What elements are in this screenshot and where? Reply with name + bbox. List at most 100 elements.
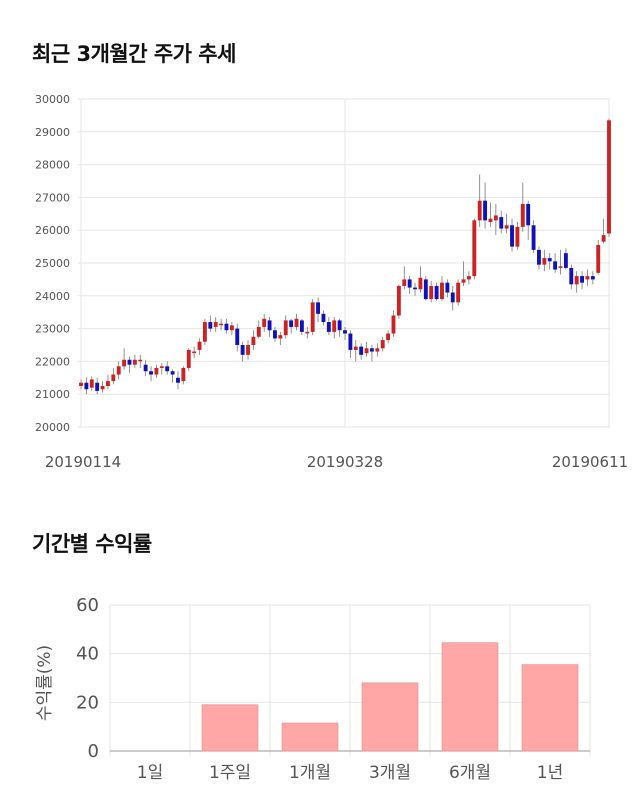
y-tick-label: 28000 <box>35 159 70 172</box>
candle <box>596 240 601 275</box>
candle-body <box>294 318 299 327</box>
candle-body <box>111 374 116 382</box>
return-bar <box>521 664 579 752</box>
candlestick-chart: 30000 29000 28000 27000 26000 25000 24000 23000… <box>35 93 628 471</box>
candle-body <box>585 276 590 280</box>
return-bar <box>441 642 499 752</box>
candle <box>79 379 83 390</box>
candle <box>208 315 213 332</box>
candle-body <box>256 326 261 337</box>
returns-y-axis-label: 수익률(%) <box>35 645 55 721</box>
y-tick-label: 40 <box>76 644 99 665</box>
candle-body <box>569 267 574 285</box>
candle-body <box>332 320 337 332</box>
candle-body <box>299 320 304 332</box>
candle-body <box>423 279 428 300</box>
candle <box>542 249 547 272</box>
candle <box>445 279 450 298</box>
candle-body <box>369 348 374 352</box>
candle-body <box>159 366 164 368</box>
y-tick-label: 22000 <box>35 355 70 368</box>
candle-body <box>429 285 434 300</box>
candle <box>235 323 240 352</box>
candle-body <box>477 200 482 221</box>
candle <box>229 322 234 336</box>
candle <box>283 315 288 339</box>
candle <box>289 318 294 334</box>
candle <box>466 271 471 285</box>
candle-body <box>375 348 380 352</box>
x-tick-label: 20190328 <box>307 453 383 471</box>
return-bar <box>281 722 339 752</box>
candle <box>580 271 585 290</box>
return-bar <box>201 704 259 752</box>
candle <box>132 354 137 368</box>
candle-body <box>607 120 611 234</box>
candlestick-y-axis: 30000 29000 28000 27000 26000 25000 24000 23000… <box>35 93 70 434</box>
candle-body <box>105 381 110 386</box>
candle-body <box>326 322 331 332</box>
candle-body <box>461 279 466 283</box>
returns-bars <box>201 642 579 752</box>
candle <box>181 366 186 385</box>
candle <box>450 285 455 311</box>
x-tick-label: 1개월 <box>289 763 331 783</box>
candle-body <box>391 315 396 334</box>
y-tick-label: 24000 <box>35 290 70 303</box>
x-tick-label: 6개월 <box>449 763 491 783</box>
candle-body <box>558 266 563 268</box>
candle-body <box>224 323 229 331</box>
candle-body <box>240 345 245 355</box>
candlestick-x-axis: 20190114 20190328 20190611 <box>45 453 628 471</box>
candle-body <box>132 359 137 365</box>
candle <box>391 310 396 337</box>
candle-body <box>450 292 455 303</box>
candle-body <box>127 359 132 365</box>
candle-body <box>396 285 401 316</box>
candle-body <box>122 359 127 367</box>
candle <box>310 299 315 336</box>
candle <box>364 341 369 357</box>
x-tick-label: 3개월 <box>369 763 411 783</box>
candle-body <box>440 282 444 300</box>
candle <box>429 281 434 303</box>
candle-body <box>499 217 504 229</box>
candlestick-series <box>79 118 611 395</box>
candle-body <box>553 261 558 270</box>
candle <box>461 261 466 286</box>
candle <box>219 318 224 331</box>
candle-body <box>310 302 315 332</box>
returns-x-axis: 1일 1주일 1개월 3개월 6개월 1년 <box>137 763 563 783</box>
candle-body <box>526 203 531 226</box>
y-tick-label: 20 <box>76 692 99 713</box>
candle <box>337 318 342 337</box>
candle <box>305 326 310 339</box>
candle-body <box>202 322 207 342</box>
candle-body <box>219 323 224 326</box>
y-tick-label: 29000 <box>35 126 70 139</box>
candle-body <box>95 382 100 391</box>
candle-body <box>176 377 180 383</box>
y-tick-label: 27000 <box>35 191 70 204</box>
candle-body <box>138 359 143 362</box>
candle-body <box>456 282 461 303</box>
candle <box>456 279 461 306</box>
candle <box>165 361 170 375</box>
candle <box>585 269 590 286</box>
candle <box>197 338 202 355</box>
candle <box>143 359 148 377</box>
candle-body <box>165 366 170 372</box>
candle-body <box>353 346 358 350</box>
candle <box>607 118 611 237</box>
candle <box>483 182 488 229</box>
candle-body <box>208 322 213 329</box>
x-tick-label: 1주일 <box>209 763 251 783</box>
candle <box>563 248 568 270</box>
candle <box>321 310 326 326</box>
y-tick-label: 21000 <box>35 388 70 401</box>
candle <box>407 276 412 295</box>
candle-body <box>483 200 488 221</box>
candle <box>510 218 514 252</box>
candle <box>380 336 385 352</box>
candle <box>105 374 110 390</box>
